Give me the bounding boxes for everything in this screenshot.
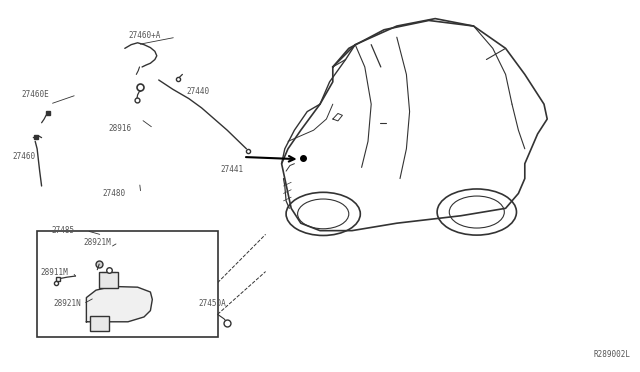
Text: 28916: 28916 (109, 124, 132, 133)
Text: R289002L: R289002L (593, 350, 630, 359)
Text: 27480: 27480 (102, 189, 125, 198)
Text: 27485: 27485 (51, 226, 74, 235)
Text: 28911M: 28911M (40, 268, 68, 277)
Text: 27450A: 27450A (198, 299, 226, 308)
Text: 27460E: 27460E (21, 90, 49, 99)
Text: 27460: 27460 (13, 152, 36, 161)
Text: 27441: 27441 (221, 165, 244, 174)
Text: 28921N: 28921N (53, 299, 81, 308)
Text: 27440: 27440 (187, 87, 210, 96)
Text: 27460+A: 27460+A (128, 31, 161, 40)
Bar (37, 231, 218, 337)
Bar (99, 272, 118, 288)
Polygon shape (86, 286, 152, 322)
Bar (90, 316, 109, 331)
Text: 28921M: 28921M (83, 238, 111, 247)
